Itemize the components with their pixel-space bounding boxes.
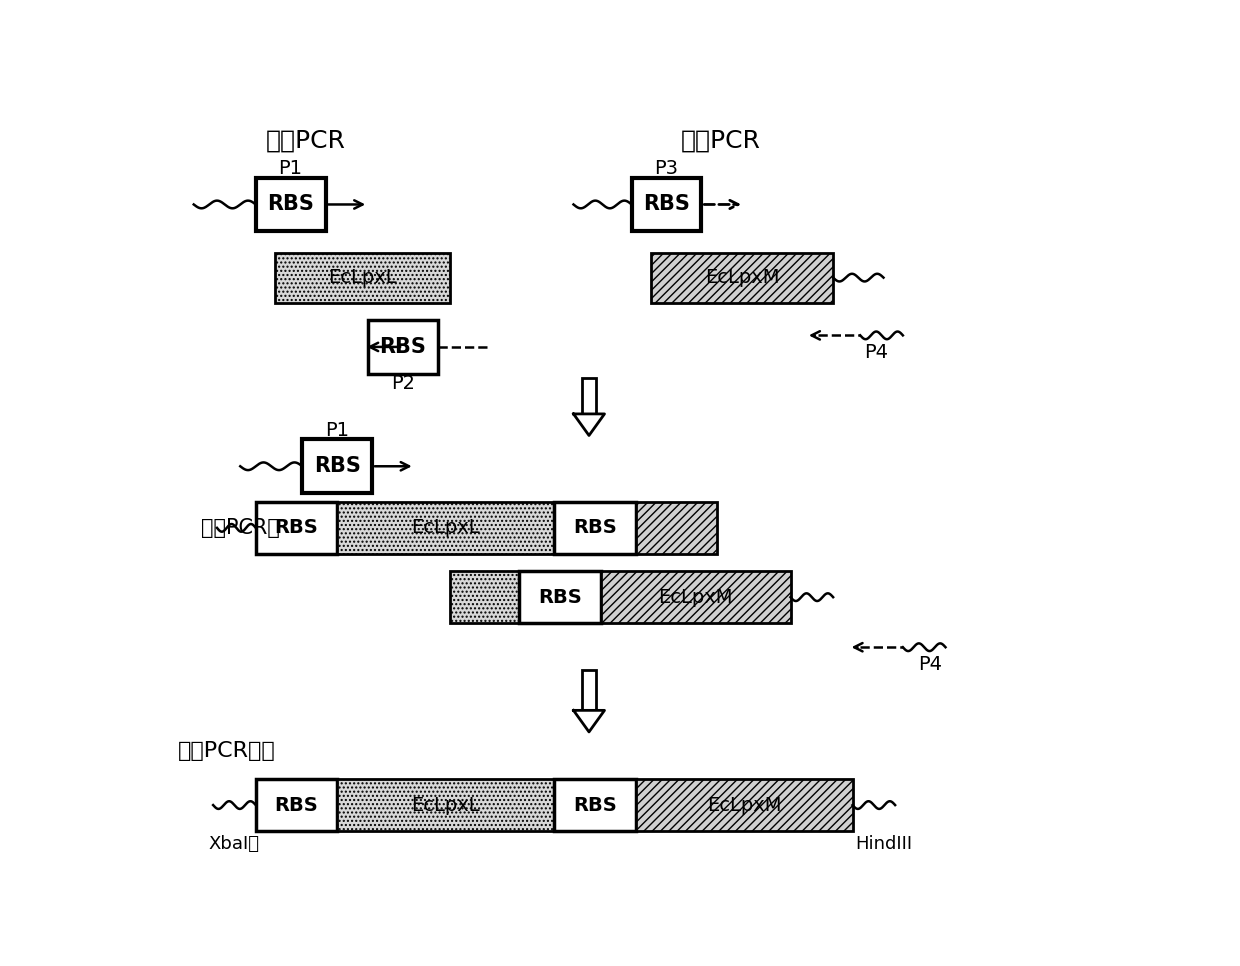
Text: RBS: RBS [573, 796, 616, 814]
Text: RBS: RBS [274, 519, 319, 537]
Text: P4: P4 [864, 343, 888, 362]
Text: EcLpxL: EcLpxL [412, 519, 480, 537]
Bar [554, 501, 635, 554]
Text: EcLpxM: EcLpxM [704, 269, 779, 287]
Bar [635, 501, 717, 554]
Text: RBS: RBS [538, 587, 582, 607]
Text: P4: P4 [918, 655, 942, 673]
Bar [635, 779, 853, 832]
Text: 第三PCR～: 第三PCR～ [201, 518, 280, 538]
Text: EcLpxL: EcLpxL [329, 269, 397, 287]
Bar [631, 178, 702, 232]
Text: P3: P3 [655, 158, 678, 178]
Bar [582, 378, 596, 413]
Text: RBS: RBS [644, 194, 689, 214]
Bar [337, 779, 554, 832]
Text: P1: P1 [279, 158, 303, 178]
Text: XbaI～: XbaI～ [208, 835, 259, 853]
Bar [520, 571, 600, 623]
Text: 第一PCR: 第一PCR [267, 128, 346, 153]
Text: RBS: RBS [274, 796, 319, 814]
Text: EcLpxM: EcLpxM [658, 587, 733, 607]
Text: RBS: RBS [267, 194, 314, 214]
Bar [255, 501, 337, 554]
Bar [582, 670, 596, 710]
Bar [368, 320, 438, 374]
Bar [303, 440, 372, 494]
Polygon shape [573, 413, 605, 436]
Text: 最终PCR产物: 最终PCR产物 [179, 741, 277, 761]
Bar [600, 571, 791, 623]
Bar [337, 501, 554, 554]
Bar [554, 779, 635, 832]
Bar [449, 571, 520, 623]
Text: 第二PCR: 第二PCR [681, 128, 760, 153]
Text: HindIII: HindIII [854, 835, 913, 853]
Text: RBS: RBS [379, 337, 427, 356]
Text: EcLpxM: EcLpxM [707, 796, 781, 814]
Bar [275, 252, 449, 302]
Bar [651, 252, 833, 302]
Text: RBS: RBS [573, 519, 616, 537]
Text: P1: P1 [325, 420, 350, 440]
Bar [255, 178, 325, 232]
Polygon shape [573, 710, 605, 732]
Text: P2: P2 [391, 374, 415, 392]
Text: RBS: RBS [314, 456, 361, 476]
Text: EcLpxL: EcLpxL [412, 796, 480, 814]
Bar [255, 779, 337, 832]
